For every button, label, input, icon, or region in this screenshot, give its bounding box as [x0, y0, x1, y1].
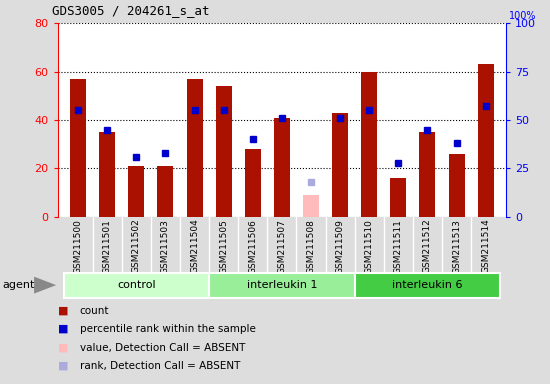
Bar — [216, 86, 232, 217]
Bar — [99, 132, 116, 217]
Bar — [303, 195, 319, 217]
Bar — [64, 273, 209, 298]
Text: GSM211514: GSM211514 — [481, 218, 490, 273]
Text: GSM211512: GSM211512 — [423, 218, 432, 273]
Text: agent: agent — [3, 280, 35, 290]
Text: GSM211502: GSM211502 — [132, 218, 141, 273]
Text: GSM211510: GSM211510 — [365, 218, 373, 273]
Bar — [245, 149, 261, 217]
Text: 100%: 100% — [509, 11, 536, 21]
Bar — [355, 273, 500, 298]
Text: GSM211500: GSM211500 — [74, 218, 82, 273]
Bar — [186, 79, 202, 217]
Text: GSM211506: GSM211506 — [248, 218, 257, 273]
Bar — [390, 178, 406, 217]
Bar — [448, 154, 465, 217]
Text: GSM211509: GSM211509 — [336, 218, 345, 273]
Text: GDS3005 / 204261_s_at: GDS3005 / 204261_s_at — [52, 4, 210, 17]
Text: GSM211511: GSM211511 — [394, 218, 403, 273]
Bar — [274, 118, 290, 217]
Text: ■: ■ — [58, 343, 68, 353]
Text: GSM211507: GSM211507 — [277, 218, 287, 273]
Bar — [477, 64, 494, 217]
Bar — [361, 71, 377, 217]
Bar — [128, 166, 144, 217]
Polygon shape — [34, 276, 56, 293]
Text: interleukin 6: interleukin 6 — [392, 280, 463, 290]
Text: control: control — [117, 280, 156, 290]
Text: ■: ■ — [58, 361, 68, 371]
Text: GSM211501: GSM211501 — [103, 218, 112, 273]
Text: GSM211513: GSM211513 — [452, 218, 461, 273]
Text: percentile rank within the sample: percentile rank within the sample — [80, 324, 256, 334]
Text: ■: ■ — [58, 324, 68, 334]
Bar — [70, 79, 86, 217]
Text: interleukin 1: interleukin 1 — [246, 280, 317, 290]
Text: ■: ■ — [58, 306, 68, 316]
Text: value, Detection Call = ABSENT: value, Detection Call = ABSENT — [80, 343, 245, 353]
Text: rank, Detection Call = ABSENT: rank, Detection Call = ABSENT — [80, 361, 240, 371]
Bar — [332, 113, 348, 217]
Text: GSM211505: GSM211505 — [219, 218, 228, 273]
Text: GSM211508: GSM211508 — [306, 218, 316, 273]
Text: GSM211503: GSM211503 — [161, 218, 170, 273]
Bar — [209, 273, 355, 298]
Text: GSM211504: GSM211504 — [190, 218, 199, 273]
Bar — [157, 166, 173, 217]
Bar — [420, 132, 436, 217]
Text: count: count — [80, 306, 109, 316]
